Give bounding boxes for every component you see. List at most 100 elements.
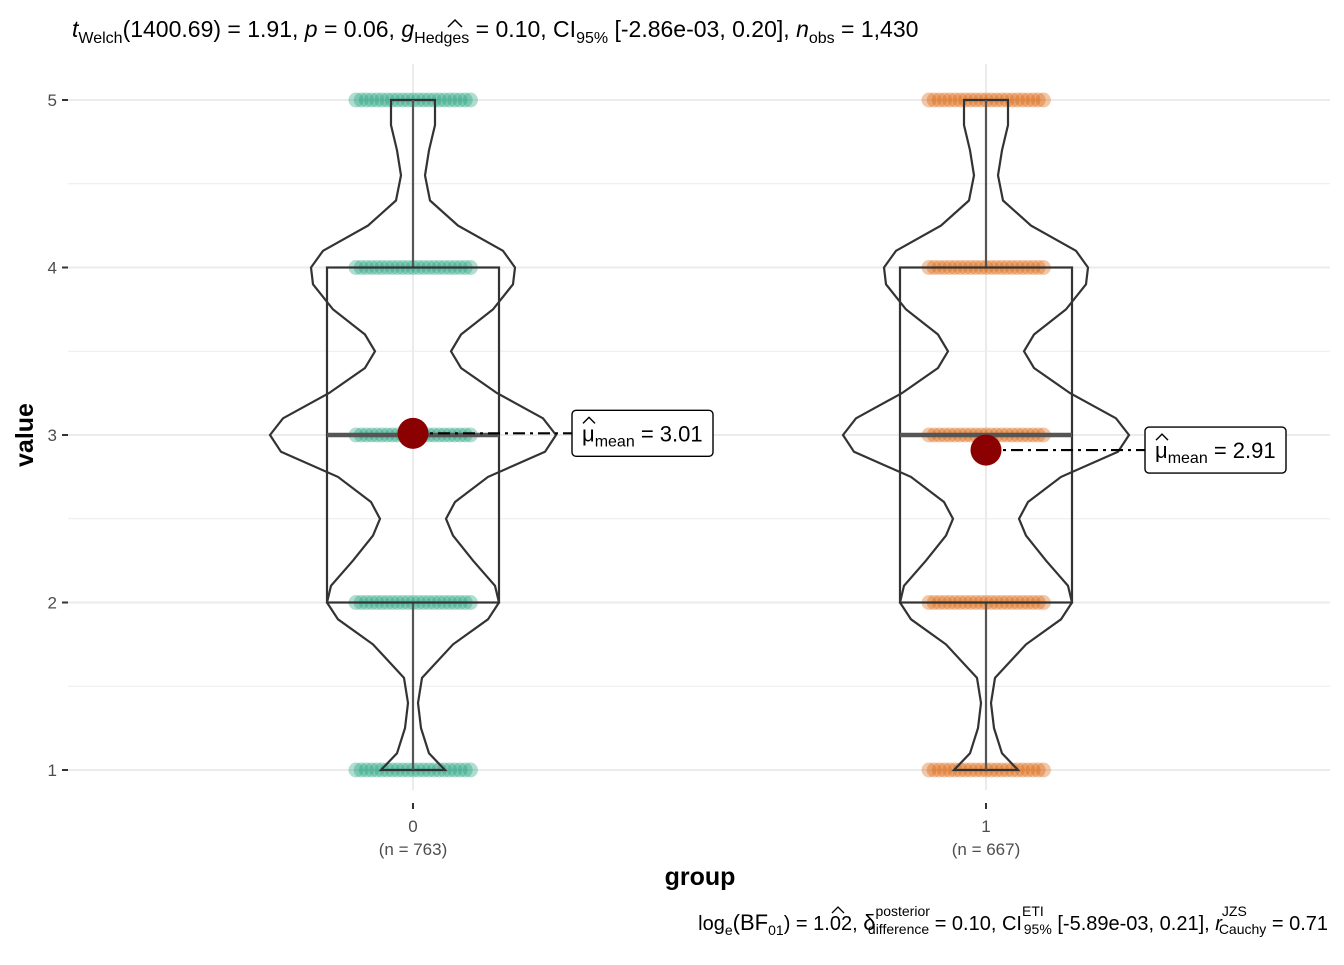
jitter-point	[1020, 762, 1036, 778]
caption-bf-text: ) = 1.02,	[784, 913, 858, 935]
jitter-point	[374, 92, 390, 108]
x-axis-label: group	[665, 863, 736, 891]
violin-outline	[841, 98, 1131, 772]
y-tick-label: 4	[48, 259, 57, 278]
jitter-point	[947, 92, 963, 108]
jitter-point	[436, 92, 452, 108]
jitter-point	[353, 92, 369, 108]
jitter-point	[447, 92, 463, 108]
mean-label: μmean = 2.91	[1155, 438, 1276, 467]
mean-label-box	[571, 409, 714, 458]
jitter-point	[462, 762, 478, 778]
jitter-point	[942, 762, 958, 778]
title-p-text: = 0.06,	[318, 16, 395, 42]
x-tick-n-label: (n = 667)	[952, 840, 1021, 859]
jitter-point	[931, 762, 947, 778]
title-p-symbol: p	[304, 16, 318, 42]
y-tick-label: 2	[48, 594, 57, 613]
jitter-point	[1035, 762, 1051, 778]
violin-outline	[268, 98, 558, 772]
title-g-symbol: g	[401, 16, 414, 42]
caption-bf-open: (BF	[733, 910, 768, 935]
caption-r-sub: Cauchy	[1219, 921, 1266, 937]
jitter-point	[462, 92, 478, 108]
jitter-point	[442, 762, 458, 778]
jitter-point	[926, 762, 942, 778]
y-tick-label: 5	[48, 91, 57, 110]
caption-ci-sup: ETI	[1022, 903, 1044, 919]
chart-caption: loge(BF01) = 1.02, δposterior difference …	[698, 903, 1328, 938]
jitter-point	[369, 762, 385, 778]
caption-r-sup: JZS	[1222, 903, 1247, 919]
jitter-point	[447, 762, 463, 778]
jitter-point	[1025, 762, 1041, 778]
caption-bf-sub: 01	[768, 922, 784, 938]
jitter-point	[1009, 92, 1025, 108]
caption-log-sub: e	[725, 922, 733, 938]
jitter-point	[1035, 92, 1051, 108]
title-g-text: = 0.10, CI	[469, 16, 576, 42]
x-tick-n-label: (n = 763)	[379, 840, 448, 859]
jitter-point	[348, 762, 364, 778]
caption-ci-text: [-5.89e-03, 0.21],	[1052, 913, 1210, 935]
jitter-point	[921, 762, 937, 778]
y-tick-label: 1	[48, 761, 57, 780]
jitter-point	[1015, 762, 1031, 778]
title-g-sub: Hedges	[414, 30, 469, 47]
title-ci-sub: 95%	[576, 30, 608, 47]
jitter-point	[457, 762, 473, 778]
jitter-point	[358, 92, 374, 108]
mean-point	[970, 434, 1002, 466]
jitter-point	[442, 92, 458, 108]
title-t-sub: Welch	[78, 30, 122, 47]
jitter-point	[1025, 92, 1041, 108]
caption-delta-sub: difference	[868, 921, 929, 937]
jitter-point	[1020, 92, 1036, 108]
jitter-point	[1030, 92, 1046, 108]
y-tick-label: 3	[48, 426, 57, 445]
caption-delta-hat	[831, 906, 845, 914]
jitter-point	[348, 92, 364, 108]
jitter-point	[937, 762, 953, 778]
caption-delta-text: = 0.10, CI	[929, 913, 1022, 935]
mean-point	[397, 417, 429, 449]
x-tick-label: 1	[981, 817, 990, 836]
y-axis-label: value	[11, 403, 39, 467]
x-tick-label: 0	[408, 817, 417, 836]
violins	[268, 98, 1131, 772]
mean-label: μmean = 3.01	[582, 421, 703, 450]
caption-delta-sup: posterior	[875, 903, 930, 919]
jitter-point	[364, 92, 380, 108]
jitter-point	[452, 92, 468, 108]
caption-delta-symbol: δ	[863, 910, 875, 935]
caption-r-symbol: r	[1215, 913, 1223, 935]
title-n-text: = 1,430	[835, 16, 919, 42]
jitter-point	[364, 762, 380, 778]
mean-label-hat	[1155, 433, 1169, 441]
title-n-sub: obs	[809, 30, 835, 47]
mean-label-hat	[582, 416, 596, 424]
mean-markers: μmean = 3.01 μmean = 2.91	[397, 409, 1287, 474]
title-g-hat	[447, 18, 463, 28]
jitter-point	[457, 92, 473, 108]
chart-title: tWelch(1400.69) = 1.91, p = 0.06, gHedge…	[72, 16, 918, 47]
mean-label-box	[1144, 426, 1287, 474]
jitter-point	[452, 762, 468, 778]
jitter-point	[1015, 92, 1031, 108]
caption-log: log	[698, 913, 725, 935]
jitter-point	[358, 762, 374, 778]
caption-ci-sub: 95%	[1024, 921, 1052, 937]
axes: 1 2 3 4 5 0 (n = 763) 1 (n = 667)	[48, 91, 1021, 859]
jitter-point	[1030, 762, 1046, 778]
title-ci-text: [-2.86e-03, 0.20],	[608, 16, 790, 42]
title-t-symbol: t	[72, 16, 80, 42]
jitter-point	[353, 762, 369, 778]
jitter-point	[931, 92, 947, 108]
jitter-point	[369, 92, 385, 108]
caption-r-text: = 0.71	[1266, 913, 1328, 935]
jitter-point	[926, 92, 942, 108]
jitter-point	[942, 92, 958, 108]
title-df: (1400.69) = 1.91,	[123, 16, 299, 42]
